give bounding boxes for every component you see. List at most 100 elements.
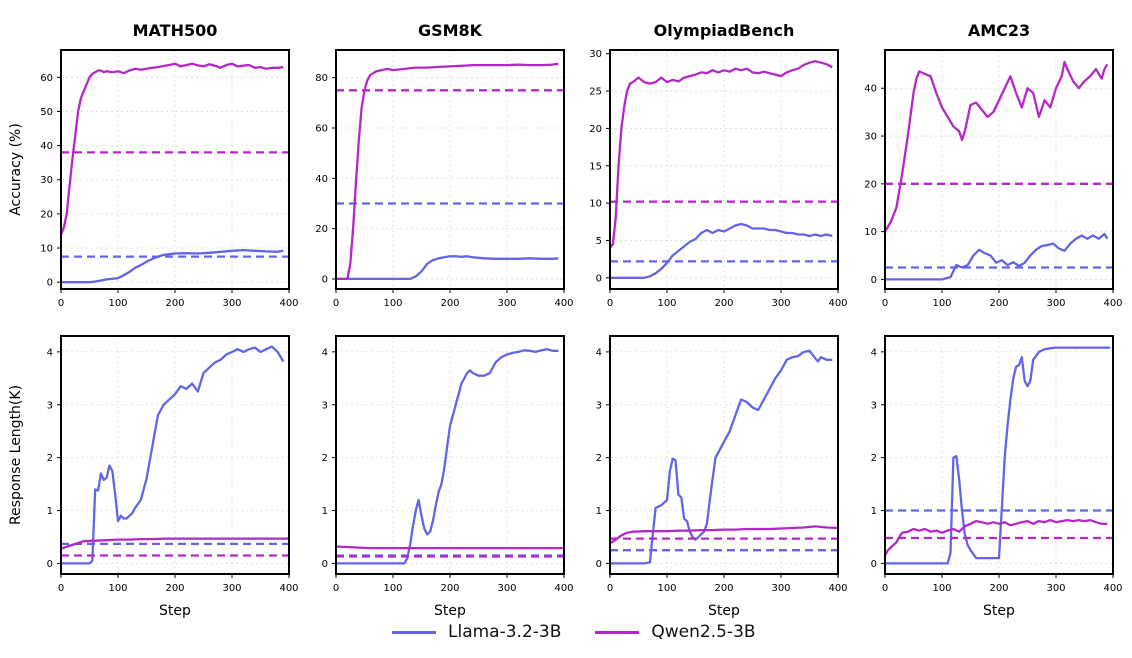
x-tick-label: 400 <box>279 583 298 594</box>
panel-4: 0 100 200 300 400 0 10 20 30 40 AMC23 <box>864 21 1122 309</box>
x-tick-label: 0 <box>882 583 888 594</box>
series-line-llama <box>610 349 833 565</box>
x-tick-label: 200 <box>440 583 459 594</box>
y-tick-label: 40 <box>315 174 328 185</box>
x-tick-label: 100 <box>657 583 676 594</box>
y-tick-label: 3 <box>47 400 53 411</box>
series-group <box>610 60 838 279</box>
x-tick-label: 0 <box>607 298 613 309</box>
legend-item-llama: Llama-3.2-3B <box>392 622 561 642</box>
x-tick-label: 0 <box>58 583 64 594</box>
y-tick-label: 20 <box>589 124 602 135</box>
y-tick-label: 10 <box>864 227 877 238</box>
series-group <box>610 349 838 565</box>
series-group <box>61 345 289 565</box>
y-tick-label: 30 <box>40 175 53 186</box>
panel-title: AMC23 <box>968 21 1030 40</box>
series-group <box>885 346 1113 565</box>
x-tick-label: 100 <box>657 298 676 309</box>
x-tick-label: 400 <box>828 583 847 594</box>
series-group <box>336 62 564 281</box>
y-tick-label: 2 <box>47 453 53 464</box>
series-line-llama <box>61 248 284 284</box>
y-tick-label: 10 <box>589 199 602 210</box>
y-axis-label: Response Length(K) <box>8 385 24 525</box>
x-tick-label: 100 <box>932 583 951 594</box>
x-tick-label: 200 <box>989 298 1008 309</box>
series-line-qwen <box>336 62 559 281</box>
series-line-llama <box>885 232 1109 281</box>
x-tick-label: 400 <box>554 583 573 594</box>
y-tick-label: 0 <box>47 278 53 289</box>
series-line-qwen <box>61 537 289 550</box>
series-line-qwen <box>336 545 564 550</box>
panel-5: 0 100 200 300 400 0 1 2 3 4 Response Length(K) Step <box>8 335 299 619</box>
x-tick-label: 300 <box>222 583 241 594</box>
x-tick-label: 300 <box>222 298 241 309</box>
x-tick-label: 200 <box>989 583 1008 594</box>
panel-title: GSM8K <box>418 21 483 40</box>
series-line-qwen <box>610 60 833 249</box>
y-tick-label: 60 <box>315 123 328 134</box>
x-axis-label: Step <box>983 603 1015 619</box>
y-tick-label: 1 <box>871 506 877 517</box>
legend: Llama-3.2-3B Qwen2.5-3B <box>392 622 790 642</box>
x-tick-label: 400 <box>279 298 298 309</box>
y-tick-label: 1 <box>596 506 602 517</box>
series-line-llama <box>885 346 1111 565</box>
y-tick-label: 4 <box>596 347 602 358</box>
panel-1: 0 100 200 300 400 0 10 20 30 40 50 60 MATH500 Accurac… <box>8 21 299 309</box>
series-group <box>336 348 564 565</box>
y-tick-label: 0 <box>322 559 328 570</box>
y-axis-label: Accuracy (%) <box>8 123 24 216</box>
y-tick-label: 0 <box>47 559 53 570</box>
y-tick-label: 10 <box>40 244 53 255</box>
y-tick-label: 20 <box>40 209 53 220</box>
legend-swatch-qwen <box>595 630 640 634</box>
panel-7: 0 100 200 300 400 0 1 2 3 4 Step <box>596 335 848 619</box>
x-tick-label: 300 <box>497 298 516 309</box>
series-line-llama <box>61 345 285 565</box>
y-tick-label: 2 <box>322 453 328 464</box>
x-axis-label: Step <box>708 603 740 619</box>
x-tick-label: 200 <box>714 583 733 594</box>
y-tick-label: 3 <box>322 400 328 411</box>
y-tick-label: 0 <box>871 275 877 286</box>
x-tick-label: 200 <box>165 298 184 309</box>
panel-8: 0 100 200 300 400 0 1 2 3 4 Step <box>871 335 1123 619</box>
x-tick-label: 0 <box>882 298 888 309</box>
y-tick-label: 20 <box>315 224 328 235</box>
x-tick-label: 100 <box>383 298 402 309</box>
x-tick-label: 300 <box>497 583 516 594</box>
x-axis-label: Step <box>434 603 466 619</box>
y-tick-label: 1 <box>322 506 328 517</box>
panel-title: MATH500 <box>133 21 218 40</box>
x-tick-label: 400 <box>554 298 573 309</box>
x-tick-label: 300 <box>1046 298 1065 309</box>
panel-3: 0 100 200 300 400 0 5 10 15 20 25 30 OlympiadBench <box>589 21 847 309</box>
panel-6: 0 100 200 300 400 0 1 2 3 4 Step <box>322 335 574 619</box>
y-tick-label: 2 <box>871 453 877 464</box>
y-tick-label: 20 <box>864 179 877 190</box>
y-tick-label: 4 <box>47 347 53 358</box>
y-tick-label: 1 <box>47 506 53 517</box>
y-tick-label: 60 <box>40 73 53 84</box>
x-tick-label: 300 <box>1046 583 1065 594</box>
y-tick-label: 4 <box>322 347 328 358</box>
y-tick-label: 30 <box>589 49 602 60</box>
series-line-qwen <box>61 62 284 235</box>
y-tick-label: 40 <box>40 141 53 152</box>
series-group <box>61 62 289 284</box>
x-tick-label: 0 <box>607 583 613 594</box>
y-tick-label: 0 <box>596 273 602 284</box>
x-tick-label: 100 <box>108 583 127 594</box>
panel-title: OlympiadBench <box>654 21 795 40</box>
series-line-qwen <box>885 518 1108 557</box>
series-line-llama <box>336 255 559 281</box>
x-tick-label: 0 <box>333 583 339 594</box>
series-group <box>885 60 1113 281</box>
series-line-qwen <box>610 525 838 545</box>
legend-item-qwen: Qwen2.5-3B <box>595 622 756 642</box>
y-tick-label: 5 <box>596 236 602 247</box>
